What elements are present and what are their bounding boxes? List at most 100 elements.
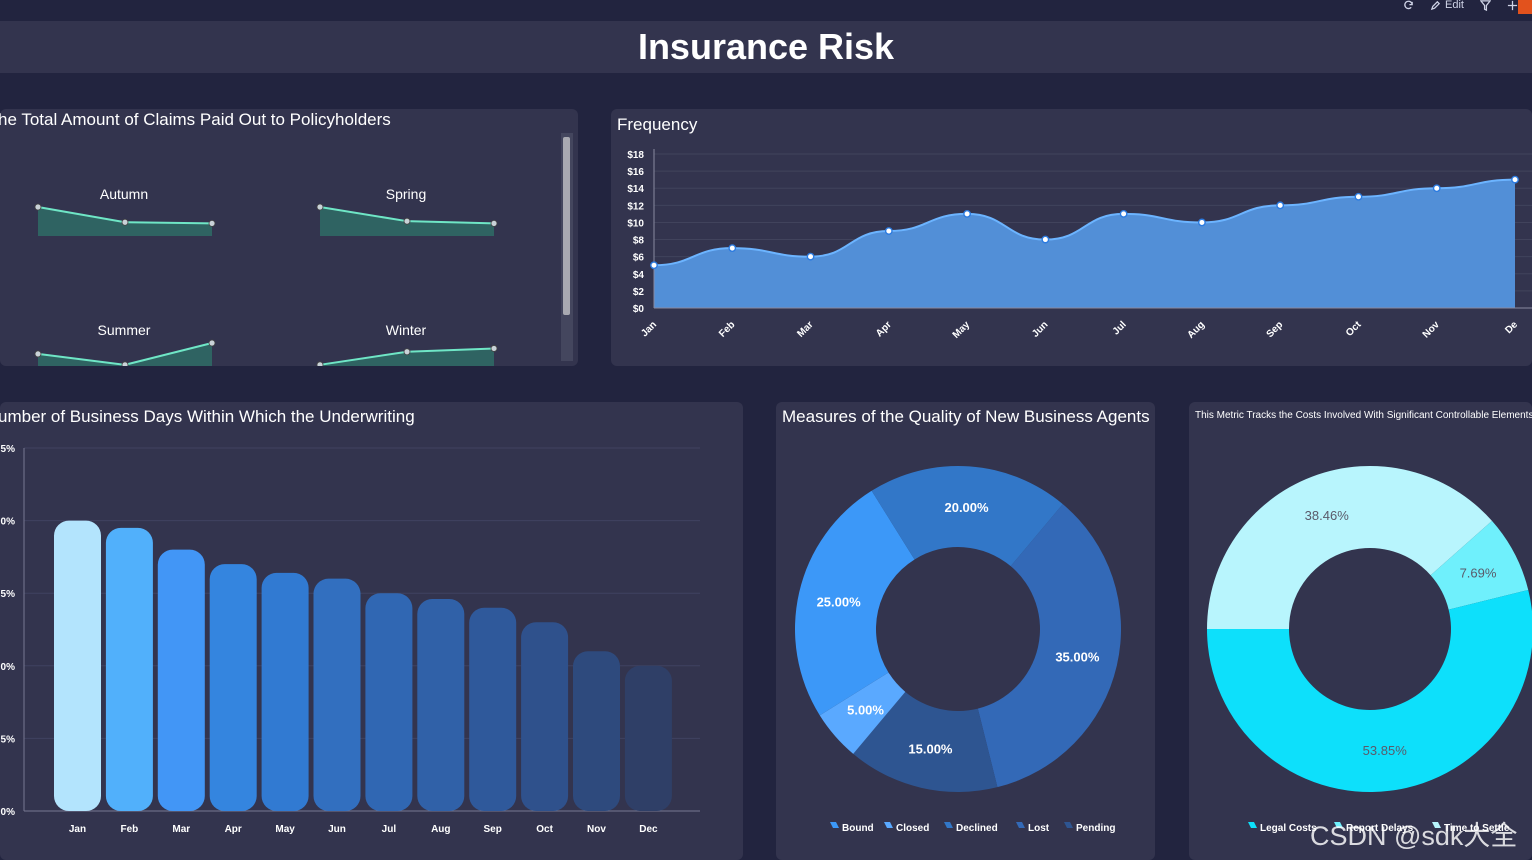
bar: [365, 593, 413, 811]
legend-swatch: [1334, 822, 1343, 828]
data-point: [728, 244, 737, 253]
x-tick-label: Sep: [1265, 319, 1286, 340]
data-point: [1041, 235, 1050, 244]
slice-label: 15.00%: [908, 741, 953, 756]
y-tick-label: $4: [633, 270, 645, 281]
sparkline-point: [403, 348, 411, 356]
y-tick-label: $18: [627, 150, 644, 161]
x-tick-label: Mar: [172, 824, 190, 835]
bar: [521, 622, 569, 811]
data-point: [1276, 201, 1285, 210]
y-tick-label: 0%: [1, 662, 16, 673]
y-tick-label: 5%: [1, 589, 16, 600]
close-tab-button[interactable]: [1518, 0, 1532, 14]
bar: [573, 651, 620, 811]
data-point: [1119, 209, 1128, 218]
legend-label: Declined: [956, 823, 998, 834]
sparkline-point: [490, 345, 498, 352]
x-tick-label: Jan: [639, 319, 659, 339]
x-tick-label: Apr: [874, 319, 894, 339]
y-tick-label: $14: [627, 184, 644, 195]
y-tick-label: $10: [627, 218, 644, 229]
donut-slice: [795, 490, 915, 716]
expand-button[interactable]: [1507, 0, 1518, 11]
slice-label: 7.69%: [1460, 565, 1497, 580]
filter-button[interactable]: [1480, 0, 1491, 11]
x-tick-label: Jun: [328, 824, 346, 835]
donut-slice: [1430, 520, 1529, 610]
y-tick-label: $6: [633, 253, 645, 264]
underwriting-panel: umber of Business Days Within Which the …: [0, 402, 743, 860]
spark-label: Summer: [97, 322, 151, 338]
agents-title: Measures of the Quality of New Business …: [782, 407, 1150, 426]
legend-swatch: [944, 822, 953, 828]
data-point: [1432, 184, 1441, 193]
legend-label: Legal Costs: [1260, 823, 1317, 834]
donut-slice: [1207, 589, 1532, 792]
bar: [417, 599, 465, 811]
sparkline-area: [320, 348, 494, 366]
x-tick-label: Sep: [484, 824, 502, 835]
data-point: [963, 209, 971, 218]
claims-scroll-thumb[interactable]: [563, 137, 570, 315]
x-tick-label: Oct: [1344, 319, 1364, 339]
donut-slice: [871, 466, 1063, 567]
donut-slice: [1207, 466, 1492, 629]
slice-label: 25.00%: [817, 594, 862, 609]
legend-label: Bound: [842, 823, 874, 834]
bar: [624, 665, 672, 811]
page-title: Insurance Risk: [637, 26, 895, 67]
sparkline-point: [490, 219, 498, 227]
costs-title: This Metric Tracks the Costs Involved Wi…: [1195, 410, 1532, 421]
x-tick-label: Aug: [1185, 319, 1207, 341]
data-point: [884, 227, 893, 235]
x-tick-label: May: [951, 319, 973, 341]
bar: [313, 578, 361, 811]
frequency-area-chart: $0 $2 $4 $6 $8 $10 $12 $14 $16 $18 Jan Feb Mar Apr May…: [627, 149, 1532, 341]
watermark: CSDN @sdk大全: [1310, 821, 1518, 851]
data-point: [1354, 192, 1363, 201]
area-line: [653, 178, 1516, 267]
sparkline-point: [208, 219, 216, 227]
x-tick-label: Feb: [121, 824, 139, 835]
legend-swatch: [1016, 822, 1025, 828]
toolbar-actions: Edit: [1403, 0, 1518, 11]
y-tick-label: 5%: [1, 734, 16, 745]
x-tick-label: Mar: [795, 319, 815, 339]
page-header: Insurance Risk: [0, 21, 1532, 73]
y-tick-label: $12: [627, 201, 644, 212]
sparkline-area: [38, 207, 212, 236]
spark-label: Winter: [385, 322, 427, 338]
sparkline-point: [121, 361, 129, 366]
y-tick-label: $16: [627, 167, 644, 178]
y-tick-label: $2: [633, 287, 645, 298]
x-tick-label: Aug: [431, 824, 450, 835]
slice-label: 38.46%: [1305, 508, 1350, 523]
donut-slice: [977, 504, 1121, 788]
edit-label: Edit: [1445, 0, 1464, 11]
agents-donut-chart: 35.00% 15.00% 5.00% 25.00% 20.00% Bound Closed…: [795, 466, 1121, 834]
top-toolbar: Edit: [0, 0, 1532, 20]
frequency-panel: Frequency $0 $2 $4 $6 $8 $10 $12 $14 $16 $18 Jan Fe…: [611, 109, 1532, 366]
refresh-button[interactable]: [1403, 0, 1414, 11]
spark-card-winter: Winter: [294, 297, 518, 366]
spark-label: Autumn: [99, 186, 149, 202]
spark-label: Spring: [385, 186, 427, 202]
costs-panel: This Metric Tracks the Costs Involved Wi…: [1189, 402, 1532, 860]
x-tick-label: Jan: [69, 824, 86, 835]
x-tick-label: Feb: [717, 319, 737, 339]
slice-label: 53.85%: [1363, 743, 1408, 758]
slice-label: 20.00%: [944, 500, 989, 515]
edit-button[interactable]: Edit: [1430, 0, 1464, 11]
pencil-icon: [1430, 0, 1441, 10]
slice-label: 35.00%: [1055, 650, 1100, 665]
sparkline-chart: [34, 203, 216, 236]
underwriting-title: umber of Business Days Within Which the …: [0, 407, 415, 426]
data-point: [1198, 218, 1206, 227]
legend-swatch: [1248, 822, 1257, 828]
agents-panel: Measures of the Quality of New Business …: [776, 402, 1155, 860]
bar: [157, 549, 205, 811]
expand-icon: [1507, 0, 1518, 10]
legend-swatch: [1064, 822, 1073, 828]
donut-slice: [853, 691, 998, 792]
